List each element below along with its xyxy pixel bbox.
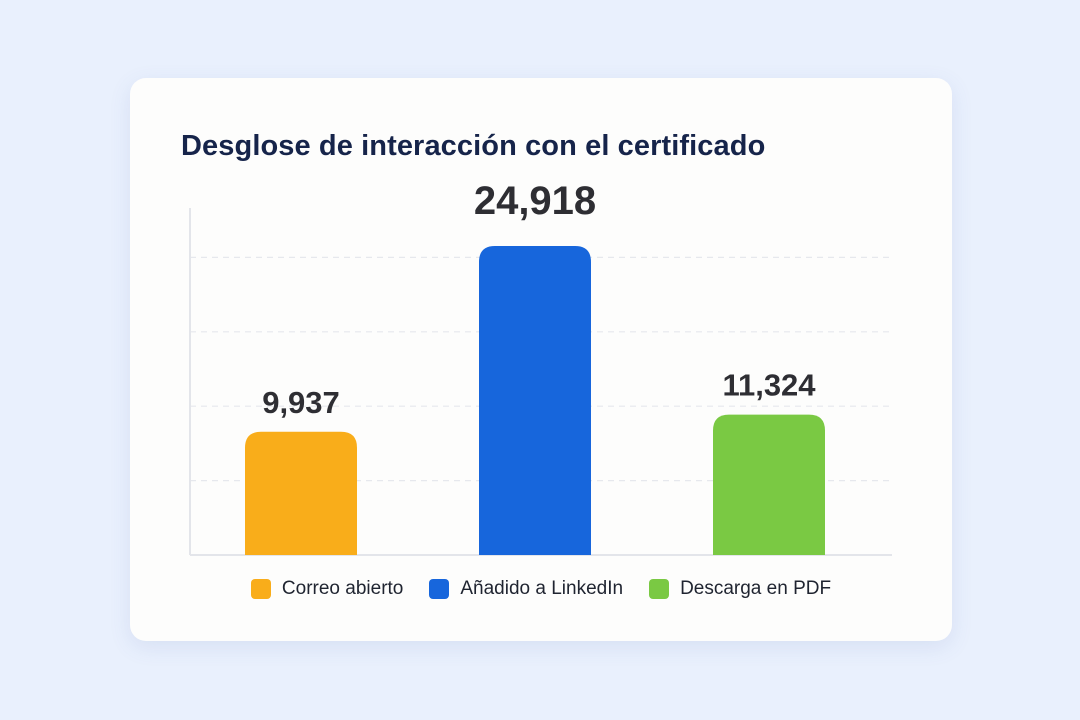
chart-card: Desglose de interacción con el certifica… (130, 78, 952, 641)
legend-label: Añadido a LinkedIn (460, 578, 624, 599)
legend-item-descarga-pdf: Descarga en PDF (649, 578, 831, 600)
legend-swatch (429, 579, 450, 599)
legend: Correo abierto Añadido a LinkedIn Descar… (130, 578, 952, 600)
bar-chart: 9,937 24,918 11,324 (189, 179, 892, 556)
chart-title: Desglose de interacción con el certifica… (181, 130, 766, 162)
bar-value-label: 24,918 (474, 179, 596, 223)
bar-value-label: 9,937 (262, 385, 340, 420)
bar-value-label: 11,324 (722, 368, 816, 403)
bar (245, 431, 357, 555)
legend-item-anadido-linkedin: Añadido a LinkedIn (429, 578, 623, 600)
bars (245, 246, 825, 556)
legend-swatch (250, 579, 271, 599)
data-labels: 9,937 24,918 11,324 (262, 179, 816, 420)
legend-label: Correo abierto (281, 578, 404, 599)
bar (713, 414, 825, 555)
legend-item-correo-abierto: Correo abierto (250, 578, 404, 600)
legend-label: Descarga en PDF (680, 578, 832, 599)
legend-swatch (649, 579, 670, 599)
bar (479, 246, 591, 556)
